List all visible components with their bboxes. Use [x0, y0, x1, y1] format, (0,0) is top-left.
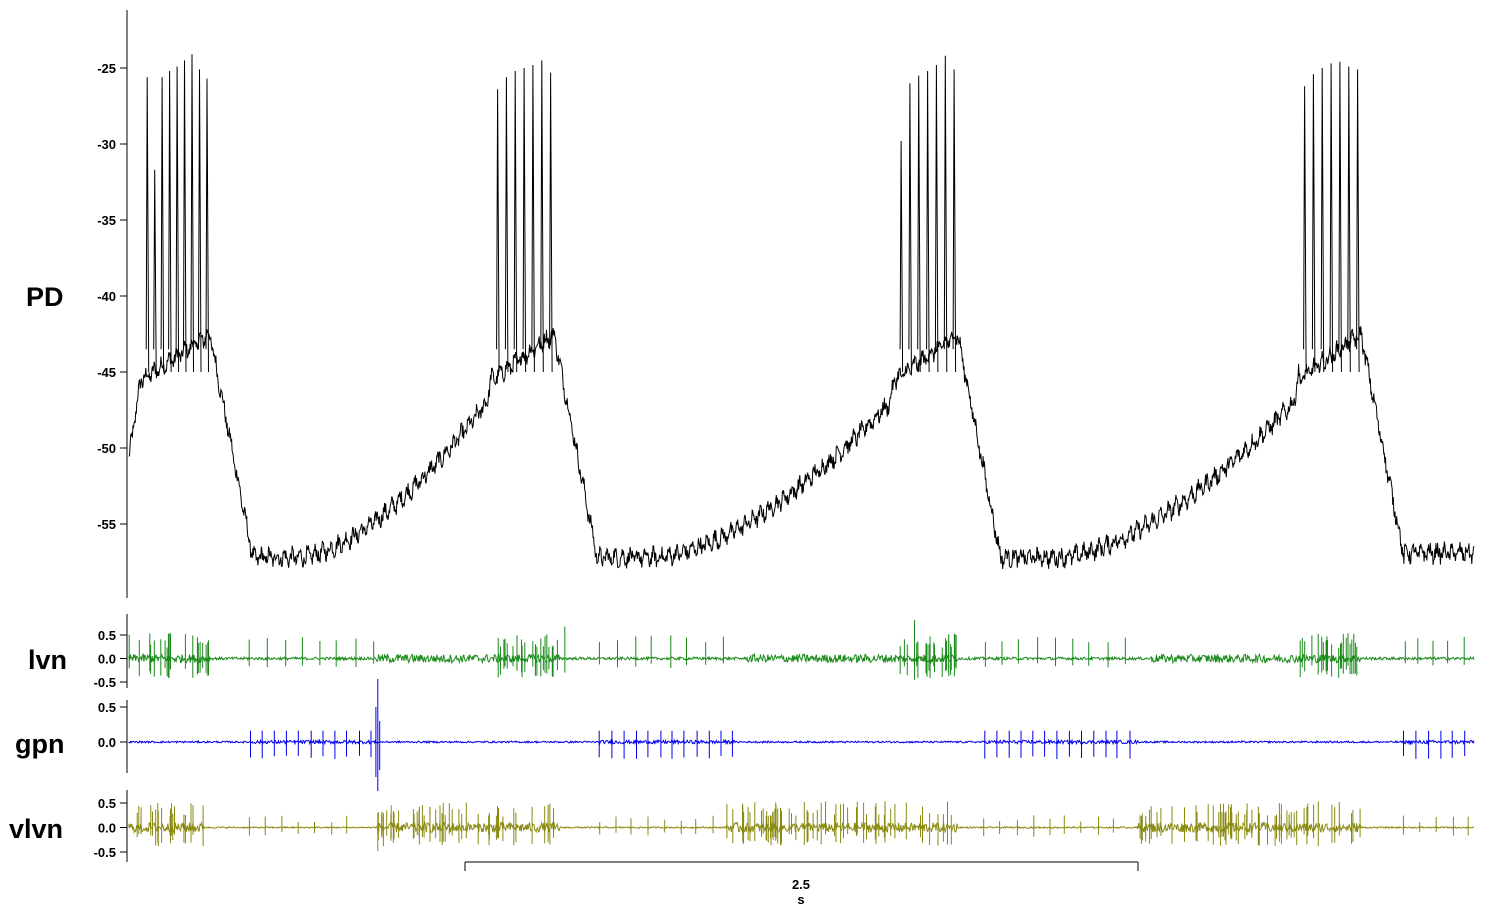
time-scale-bar: 2.5 s — [464, 861, 1139, 907]
gpn-y-tick-label: 0.5 — [98, 700, 116, 715]
vlvn-y-tick-label: 0.0 — [98, 821, 116, 836]
pd-y-tick-label: -35 — [97, 213, 116, 228]
vlvn-trace-label: vlvn — [9, 814, 63, 844]
gpn-panel: 0.5 0.0 gpn — [15, 679, 1475, 791]
pd-y-tick-label: -45 — [97, 365, 116, 380]
pd-y-tick-label: -30 — [97, 137, 116, 152]
pd-y-tick-label: -55 — [97, 517, 116, 532]
vlvn-panel: 0.5 0.0 -0.5 vlvn — [9, 790, 1475, 862]
lvn-trace — [128, 620, 1475, 680]
vlvn-y-tick-label: -0.5 — [94, 845, 116, 860]
scale-bar-unit: s — [797, 892, 804, 907]
pd-trace-label: PD — [26, 282, 64, 312]
pd-y-tick-label: -50 — [97, 441, 116, 456]
pd-trace — [128, 54, 1475, 570]
scale-bar-value: 2.5 — [792, 877, 810, 892]
pd-panel: -25 -30 -35 -40 -45 -50 -55 PD — [26, 10, 1475, 598]
vlvn-ticks: 0.5 0.0 -0.5 — [94, 796, 127, 860]
vlvn-y-tick-label: 0.5 — [98, 796, 116, 811]
lvn-y-tick-label: -0.5 — [94, 675, 116, 690]
lvn-trace-label: lvn — [28, 645, 67, 675]
lvn-y-tick-label: 0.5 — [98, 628, 116, 643]
lvn-y-tick-label: 0.0 — [98, 652, 116, 667]
gpn-trace-label: gpn — [15, 729, 64, 759]
pd-ticks: -25 -30 -35 -40 -45 -50 -55 — [97, 61, 127, 532]
gpn-trace — [128, 679, 1475, 791]
lvn-ticks: 0.5 0.0 -0.5 — [94, 628, 127, 690]
vlvn-trace — [128, 801, 1475, 851]
gpn-ticks: 0.5 0.0 — [98, 700, 127, 750]
gpn-y-tick-label: 0.0 — [98, 735, 116, 750]
lvn-panel: 0.5 0.0 -0.5 lvn — [28, 614, 1475, 690]
pd-y-tick-label: -25 — [97, 61, 116, 76]
pd-y-tick-label: -40 — [97, 289, 116, 304]
